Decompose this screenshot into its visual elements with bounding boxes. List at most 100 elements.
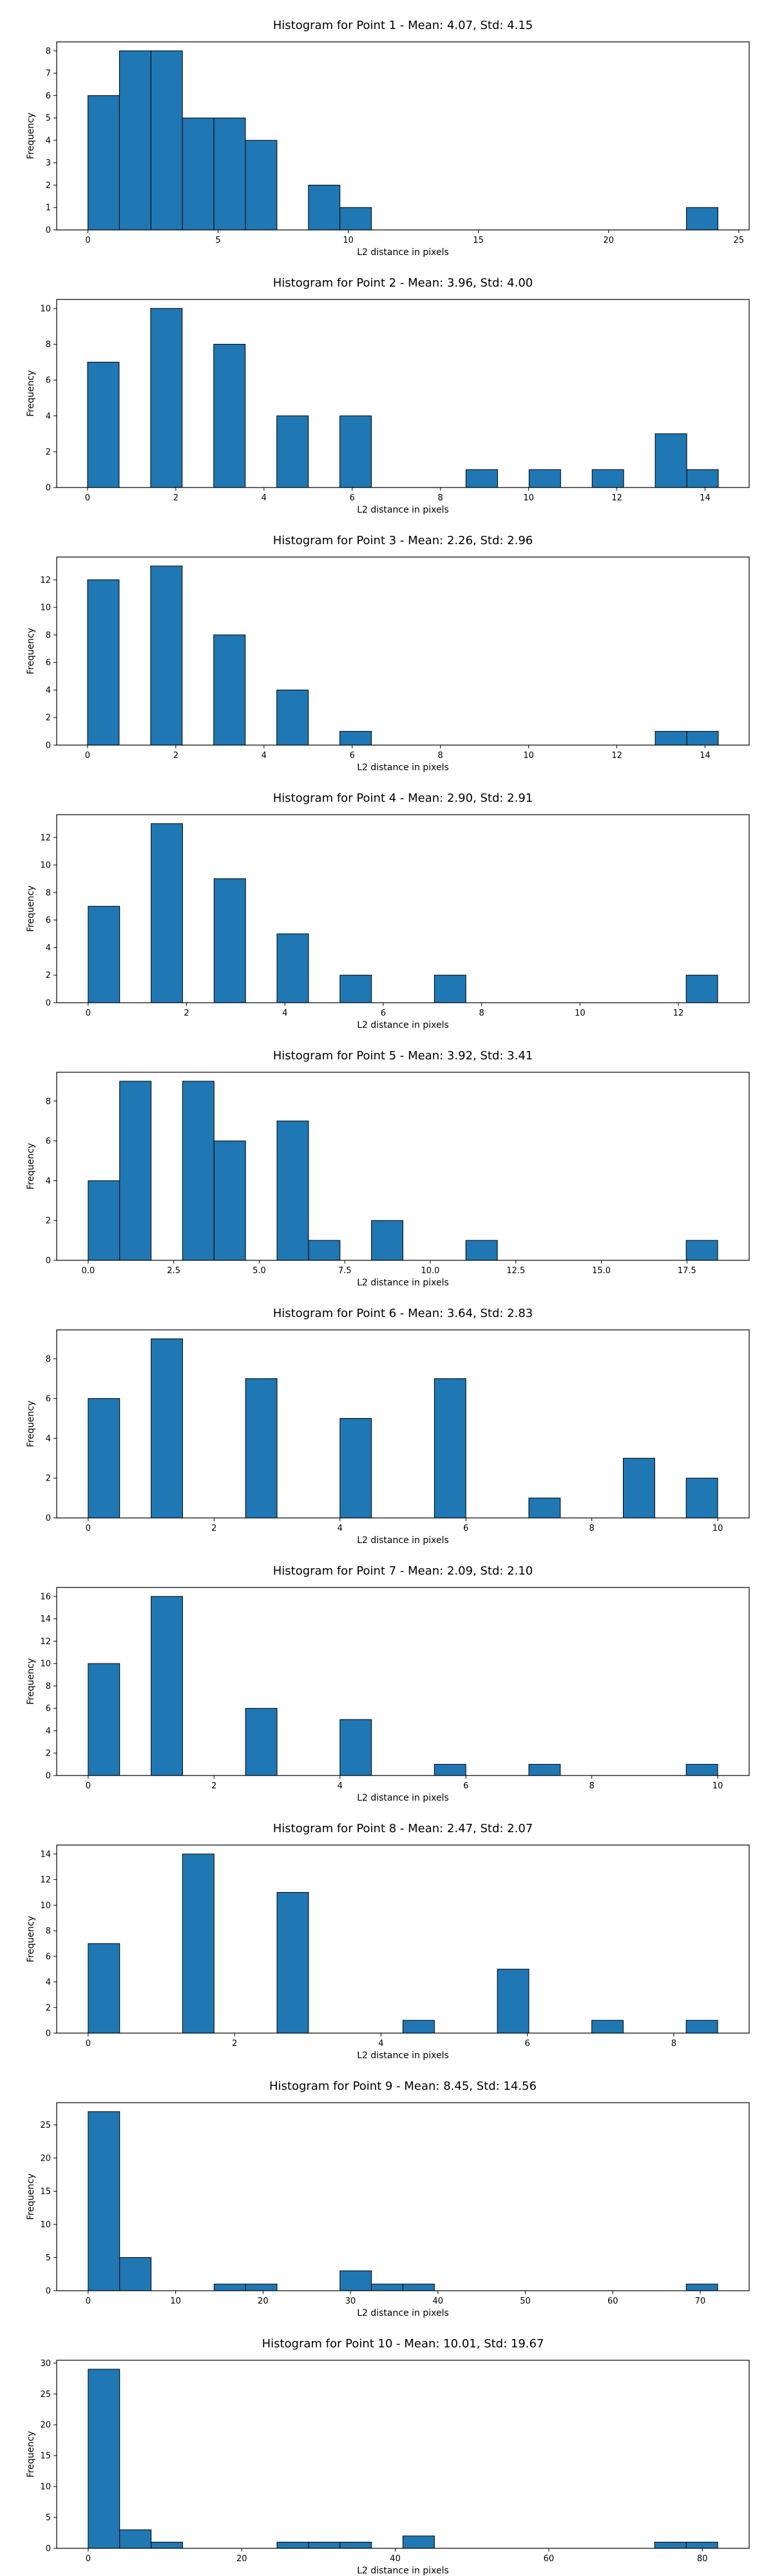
histogram-bar bbox=[308, 184, 341, 231]
y-tick-label: 6 bbox=[46, 1137, 51, 1146]
x-tick-label: 10 bbox=[523, 751, 534, 761]
y-axis-label: Frequency bbox=[26, 2431, 36, 2477]
y-tick-label: 10 bbox=[40, 304, 51, 314]
x-tick-label: 12 bbox=[611, 493, 622, 503]
x-tick-label: 8 bbox=[479, 1009, 484, 1018]
y-tick-label: 8 bbox=[46, 1354, 51, 1364]
histogram-bar bbox=[276, 415, 309, 488]
x-axis-label: L2 distance in pixels bbox=[357, 1020, 449, 1030]
y-tick-label: 25 bbox=[40, 2390, 51, 2400]
histogram-bar bbox=[151, 823, 183, 1003]
histogram-bar bbox=[276, 933, 309, 1003]
y-tick-label: 0 bbox=[46, 484, 51, 493]
histogram-bar bbox=[339, 974, 372, 1003]
histogram-bar bbox=[685, 2541, 718, 2549]
y-tick-label: 4 bbox=[46, 686, 51, 696]
y-tick-label: 10 bbox=[40, 1901, 51, 1911]
histogram-bar bbox=[685, 2284, 718, 2291]
histogram-chart-4: Histogram for Point 4 - Mean: 2.90, Std:… bbox=[26, 791, 750, 1030]
x-tick-label: 0 bbox=[86, 2039, 91, 2049]
chart-title: Histogram for Point 2 - Mean: 3.96, Std:… bbox=[273, 276, 533, 290]
y-tick-label: 0 bbox=[46, 2544, 51, 2554]
x-tick-label: 8 bbox=[438, 493, 443, 503]
x-tick-label: 0.0 bbox=[82, 1266, 95, 1276]
x-tick-label: 0 bbox=[86, 1781, 91, 1791]
histogram-bar bbox=[213, 878, 246, 1003]
y-tick-label: 4 bbox=[46, 1978, 51, 1987]
histogram-bar bbox=[654, 731, 687, 746]
histogram-bar bbox=[339, 1418, 372, 1519]
y-tick-label: 0 bbox=[46, 999, 51, 1009]
histogram-bar bbox=[151, 2541, 183, 2549]
histogram-bar bbox=[151, 1596, 183, 1776]
x-axis-label: L2 distance in pixels bbox=[357, 1793, 449, 1803]
histogram-bar bbox=[339, 2270, 372, 2291]
x-tick-label: 6 bbox=[463, 1524, 468, 1533]
x-axis-label: L2 distance in pixels bbox=[357, 247, 449, 258]
y-tick-label: 6 bbox=[46, 1952, 51, 1962]
chart-title: Histogram for Point 8 - Mean: 2.47, Std:… bbox=[273, 1822, 533, 1835]
y-tick-label: 2 bbox=[46, 181, 51, 191]
histogram-bar bbox=[685, 1477, 718, 1519]
histogram-chart-8: Histogram for Point 8 - Mean: 2.47, Std:… bbox=[26, 1822, 750, 2061]
histogram-bar bbox=[654, 2541, 687, 2549]
x-tick-label: 5 bbox=[215, 236, 220, 245]
x-axis-label: L2 distance in pixels bbox=[357, 2566, 449, 2576]
x-tick-label: 4 bbox=[262, 493, 267, 503]
x-tick-label: 8 bbox=[589, 1524, 595, 1533]
y-tick-label: 8 bbox=[46, 1097, 51, 1106]
x-tick-label: 60 bbox=[544, 2554, 555, 2564]
y-tick-label: 4 bbox=[46, 1177, 51, 1186]
x-tick-label: 15.0 bbox=[592, 1266, 611, 1276]
axes-frame bbox=[56, 814, 750, 1003]
y-tick-label: 6 bbox=[46, 658, 51, 668]
y-tick-label: 12 bbox=[40, 1875, 51, 1885]
histogram-bar bbox=[213, 1141, 246, 1261]
y-tick-label: 2 bbox=[46, 1749, 51, 1759]
y-axis-label: Frequency bbox=[26, 628, 36, 674]
x-tick-label: 4 bbox=[338, 1781, 343, 1791]
chart-title: Histogram for Point 9 - Mean: 8.45, Std:… bbox=[269, 2079, 537, 2093]
axes-frame bbox=[56, 1329, 750, 1519]
y-tick-label: 5 bbox=[46, 2253, 51, 2263]
histogram-bar bbox=[403, 2020, 435, 2034]
x-tick-label: 6 bbox=[350, 751, 355, 761]
y-axis-label: Frequency bbox=[26, 2174, 36, 2220]
x-tick-label: 20 bbox=[603, 236, 614, 245]
axes-frame bbox=[56, 299, 750, 488]
histogram-bar bbox=[497, 1969, 530, 2034]
axes-frame bbox=[56, 1587, 750, 1776]
x-tick-label: 2 bbox=[211, 1781, 216, 1791]
x-tick-label: 4 bbox=[338, 1524, 343, 1533]
axes-frame bbox=[56, 1072, 750, 1261]
x-tick-label: 6 bbox=[381, 1009, 386, 1018]
y-tick-label: 8 bbox=[46, 340, 51, 350]
y-tick-label: 20 bbox=[40, 2154, 51, 2164]
histogram-bar bbox=[119, 2257, 152, 2291]
histogram-chart-10: Histogram for Point 10 - Mean: 10.01, St… bbox=[26, 2337, 750, 2576]
x-tick-label: 8 bbox=[589, 1781, 595, 1791]
y-tick-label: 0 bbox=[46, 2029, 51, 2039]
histogram-bar bbox=[88, 905, 120, 1003]
x-tick-label: 2 bbox=[211, 1524, 216, 1533]
y-tick-label: 2 bbox=[46, 1474, 51, 1484]
x-tick-label: 10 bbox=[523, 493, 534, 503]
y-tick-label: 10 bbox=[40, 2221, 51, 2230]
histogram-bar bbox=[150, 565, 183, 746]
histogram-bar bbox=[119, 50, 151, 231]
histogram-bar bbox=[245, 1378, 278, 1519]
histogram-bar bbox=[213, 117, 246, 231]
x-tick-label: 70 bbox=[695, 2297, 706, 2306]
histogram-bar bbox=[276, 2541, 309, 2549]
x-tick-label: 0 bbox=[86, 1524, 91, 1533]
histogram-bar bbox=[685, 1240, 718, 1261]
x-tick-label: 2 bbox=[184, 1009, 189, 1018]
histogram-bar bbox=[403, 2535, 435, 2549]
chart-title: Histogram for Point 5 - Mean: 3.92, Std:… bbox=[273, 1049, 533, 1063]
chart-title: Histogram for Point 6 - Mean: 3.64, Std:… bbox=[273, 1307, 533, 1320]
histogram-bar bbox=[213, 2284, 246, 2291]
x-tick-label: 6 bbox=[350, 493, 355, 503]
histogram-bar bbox=[339, 731, 372, 746]
histogram-bar bbox=[308, 1240, 341, 1261]
y-axis-label: Frequency bbox=[26, 1916, 36, 1962]
